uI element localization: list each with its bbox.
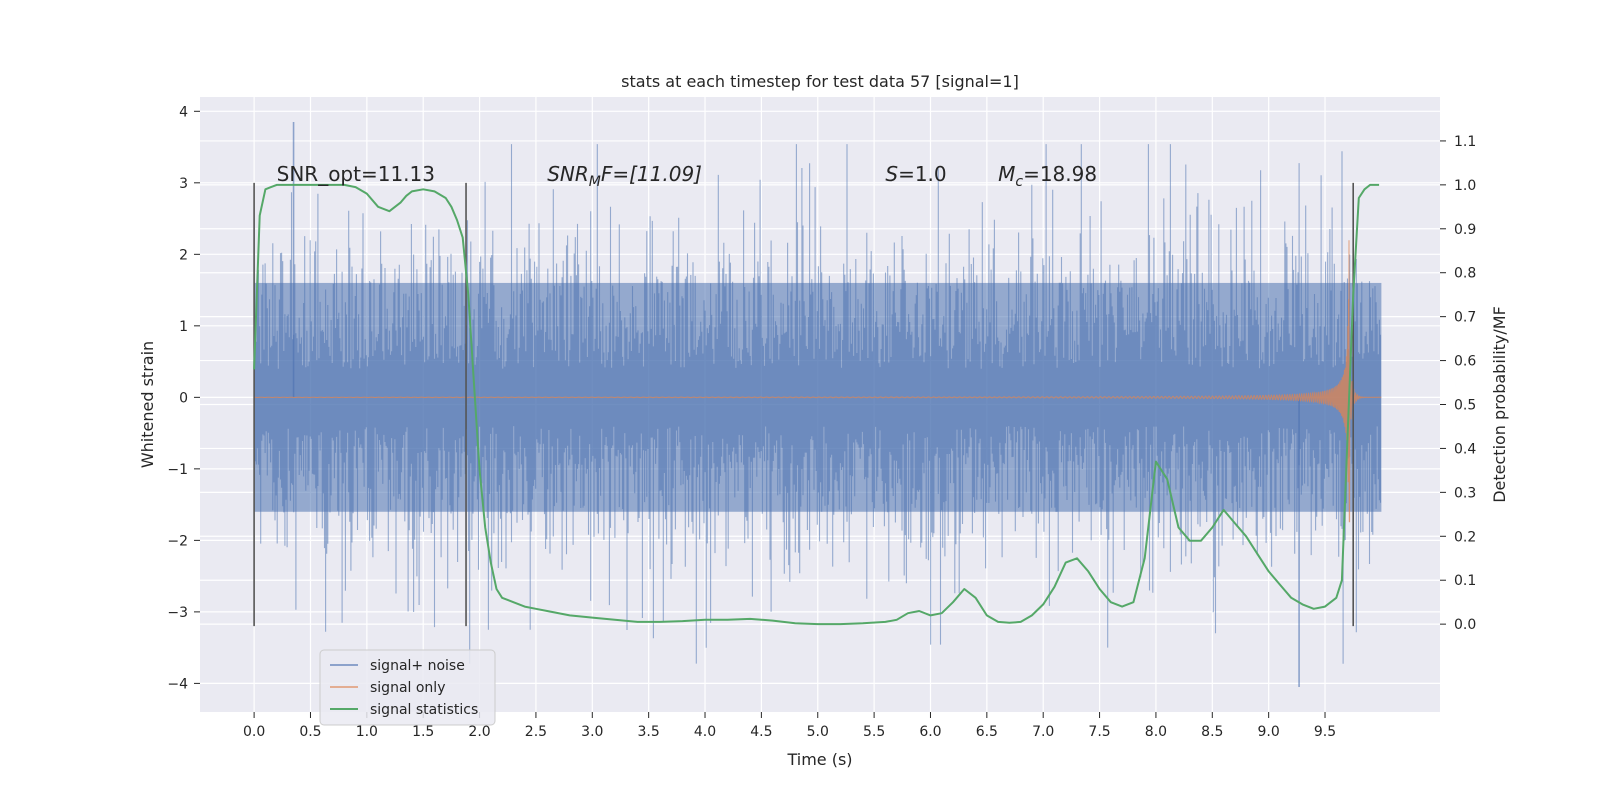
- legend-label-signal-statistics: signal statistics: [370, 702, 478, 718]
- annotation-part: =1.0: [898, 162, 947, 186]
- annotation: SNRMF=[11.09]: [547, 162, 702, 190]
- x-tick-label: 0.5: [299, 724, 321, 740]
- y-tick-label: 2: [179, 247, 188, 263]
- y-tick-label: 3: [179, 176, 188, 192]
- signal-only-series: [254, 240, 1382, 523]
- y-right-tick-label: 1.0: [1454, 178, 1476, 194]
- y-axis-label: Whitened strain: [138, 341, 157, 468]
- x-tick-label: 3.0: [581, 724, 603, 740]
- chart-title: stats at each timestep for test data 57 …: [621, 72, 1019, 91]
- x-tick-label: 6.5: [976, 724, 998, 740]
- x-tick-label: 8.0: [1145, 724, 1167, 740]
- y-tick-label: −4: [167, 676, 188, 692]
- x-tick-label: 7.0: [1032, 724, 1054, 740]
- annotation: S=1.0: [885, 162, 946, 186]
- y-right-tick-label: 0.1: [1454, 573, 1476, 589]
- x-tick-label: 4.0: [694, 724, 716, 740]
- legend-label-signal-only: signal only: [370, 680, 445, 696]
- annotation-part: SNR_opt=11.13: [277, 162, 435, 186]
- x-tick-label: 6.0: [919, 724, 941, 740]
- y-right-tick-label: 0.5: [1454, 398, 1476, 414]
- x-tick-label: 2.0: [468, 724, 490, 740]
- annotations: SNR_opt=11.13 SNRMF=[11.09] S=1.0 Mc=18.98: [277, 162, 1097, 190]
- axis-ticks: 0.0 0.5 1.0 1.5 2.0 2.5 3.0 3.5 4.0 4.5 5.0 5.5 6.0 6…: [167, 104, 1476, 740]
- y-right-tick-label: 0.4: [1454, 441, 1476, 457]
- y-right-tick-label: 0.0: [1454, 617, 1476, 633]
- x-tick-label: 9.5: [1314, 724, 1336, 740]
- y-tick-label: 0: [179, 390, 188, 406]
- x-tick-label: 4.5: [750, 724, 772, 740]
- legend: signal+ noise signal only signal statist…: [319, 649, 496, 726]
- x-tick-label: 9.0: [1258, 724, 1280, 740]
- y-right-tick-label: 0.7: [1454, 310, 1476, 326]
- x-tick-label: 5.0: [807, 724, 829, 740]
- y-right-tick-label: 1.1: [1454, 134, 1476, 150]
- y-tick-label: 1: [179, 319, 188, 335]
- annotation-part: =18.98: [1023, 162, 1097, 186]
- y-tick-label: −1: [167, 462, 188, 478]
- x-tick-label: 7.5: [1088, 724, 1110, 740]
- x-tick-label: 5.5: [863, 724, 885, 740]
- annotation: SNR_opt=11.13: [277, 162, 435, 186]
- x-tick-label: 1.5: [412, 724, 434, 740]
- y-tick-label: −3: [167, 605, 188, 621]
- chirp-trace: [254, 240, 1382, 523]
- x-axis-label: Time (s): [786, 750, 852, 769]
- y-right-tick-label: 0.8: [1454, 266, 1476, 282]
- annotation: Mc=18.98: [998, 162, 1097, 190]
- y-axis-right-label: Detection probability/MF: [1490, 306, 1509, 503]
- segment-markers: [253, 182, 1354, 627]
- x-tick-label: 0.0: [243, 724, 265, 740]
- annotation-part: c: [1015, 174, 1023, 190]
- statistics-line: [253, 183, 1380, 626]
- y-tick-label: −2: [167, 533, 188, 549]
- x-tick-label: 1.0: [356, 724, 378, 740]
- y-right-tick-label: 0.2: [1454, 529, 1476, 545]
- x-tick-label: 3.5: [638, 724, 660, 740]
- y-right-tick-label: 0.3: [1454, 485, 1476, 501]
- annotation-part: M: [589, 174, 601, 190]
- annotation-part: F=[11.09]: [601, 162, 702, 186]
- y-tick-label: 4: [179, 104, 188, 120]
- y-right-tick-label: 0.9: [1454, 222, 1476, 238]
- signal-statistics-series: [253, 183, 1380, 626]
- legend-label-signal-noise: signal+ noise: [370, 658, 465, 674]
- x-tick-label: 2.5: [525, 724, 547, 740]
- annotation-part: M: [998, 162, 1015, 186]
- legend-box: [319, 649, 496, 726]
- x-tick-label: 8.5: [1201, 724, 1223, 740]
- annotation-part: SNR: [547, 162, 589, 186]
- y-right-tick-label: 0.6: [1454, 354, 1476, 370]
- annotation-part: S: [885, 162, 898, 186]
